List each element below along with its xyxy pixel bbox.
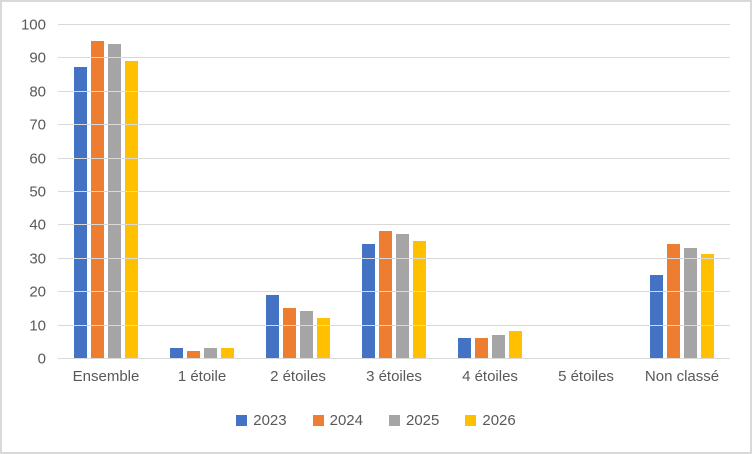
bar-2026 [413, 241, 426, 358]
y-axis-tick-label: 70 [29, 116, 46, 134]
bar-groups [58, 24, 730, 358]
bar-group-3 [250, 24, 346, 358]
x-axis-label: Non classé [644, 368, 720, 385]
bar-2023 [170, 347, 183, 358]
legend-label: 2025 [406, 412, 440, 429]
bar-2025 [108, 44, 121, 358]
x-axis-label: 2 étoiles [270, 368, 326, 385]
bar-2025 [300, 311, 313, 358]
legend-swatch-icon [389, 415, 400, 426]
bar-group-1 [58, 24, 154, 358]
bar-2026 [701, 254, 714, 358]
gridline [58, 224, 730, 226]
gridline [58, 291, 730, 293]
bar-2024 [283, 307, 296, 358]
legend-item-2023: 2023 [236, 412, 287, 429]
legend-item-2024: 2024 [312, 412, 363, 429]
y-axis-tick-label: 60 [29, 150, 46, 168]
legend-item-2025: 2025 [389, 412, 439, 429]
y-axis-tick-label: 0 [37, 350, 46, 368]
legend-swatch-icon [236, 415, 248, 426]
bar-group-2 [154, 24, 250, 358]
bar-2026 [509, 331, 522, 358]
bar-group-7 [634, 24, 730, 358]
y-axis-tick-label: 90 [29, 49, 46, 67]
legend: 2023 2024 2025 2026 [2, 412, 750, 429]
bar-2023 [266, 294, 279, 358]
bar-2024 [667, 244, 680, 358]
gridline [58, 358, 730, 359]
bar-2025 [492, 334, 505, 358]
gridline [58, 124, 730, 126]
y-axis-tick-label: 10 [29, 317, 46, 335]
bar-2026 [317, 317, 330, 358]
legend-swatch-icon [465, 415, 477, 426]
legend-label: 2026 [482, 412, 516, 429]
bar-2023 [362, 244, 375, 358]
bar-2025 [396, 234, 409, 358]
y-axis-tick-label: 50 [29, 183, 46, 201]
bar-2025 [684, 247, 697, 358]
x-axis-labels: Ensemble 1 étoile 2 étoiles 3 étoiles 4 étoi… [58, 368, 730, 385]
gridline [58, 191, 730, 192]
y-axis-tick-label: 30 [29, 250, 46, 268]
legend-swatch-icon [312, 415, 324, 426]
bar-2023 [458, 337, 471, 358]
bar-2023 [74, 67, 87, 358]
bar-2026 [221, 347, 234, 358]
bar-2025 [204, 347, 217, 358]
y-axis-tick-label: 100 [20, 16, 46, 34]
y-axis-tick-label: 40 [29, 216, 46, 234]
x-axis-label: 4 étoiles [462, 368, 518, 385]
bar-group-5 [442, 24, 538, 358]
bar-2024 [475, 337, 488, 358]
gridline [58, 257, 730, 259]
x-axis-label: Ensemble [72, 368, 140, 385]
bar-2024 [379, 231, 392, 358]
gridline [58, 157, 730, 159]
x-axis-label: 3 étoiles [366, 368, 422, 385]
plot-area [58, 24, 730, 359]
x-axis-label: 5 étoiles [558, 368, 614, 385]
bar-2023 [650, 274, 663, 358]
y-axis-tick-label: 80 [29, 83, 46, 101]
bar-group-4 [346, 24, 442, 358]
gridline [58, 57, 730, 59]
y-axis-tick-label: 20 [29, 283, 46, 301]
legend-item-2026: 2026 [465, 412, 516, 429]
bar-2026 [125, 60, 138, 358]
legend-label: 2023 [253, 412, 287, 429]
bar-2024 [187, 351, 200, 358]
bar-2024 [91, 40, 104, 358]
gridline [58, 90, 730, 92]
gridline [58, 24, 730, 25]
x-axis-label: 1 étoile [177, 368, 227, 385]
gridline [58, 324, 730, 326]
legend-label: 2024 [329, 412, 363, 429]
